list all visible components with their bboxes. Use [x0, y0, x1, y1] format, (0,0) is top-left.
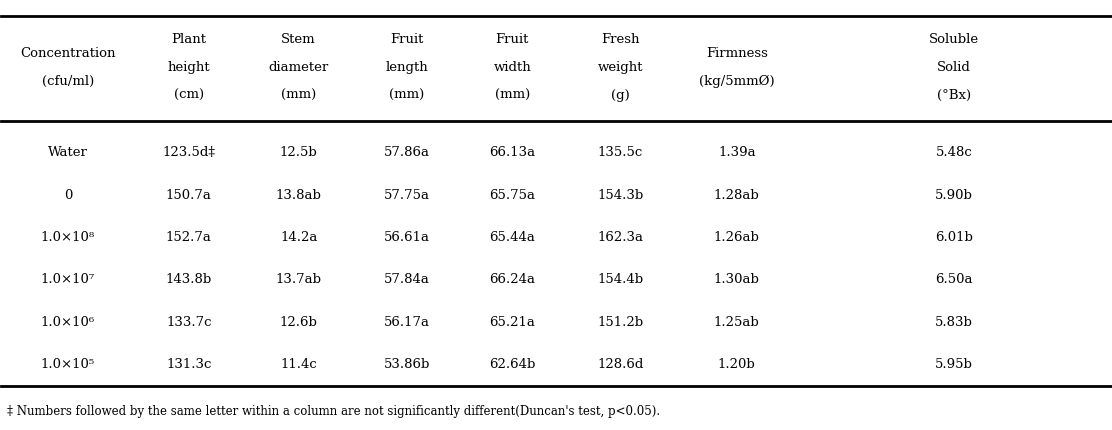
- Text: 56.61a: 56.61a: [384, 231, 430, 244]
- Text: 65.21a: 65.21a: [489, 316, 535, 329]
- Text: 1.0×10⁶: 1.0×10⁶: [41, 316, 95, 329]
- Text: 0: 0: [63, 189, 72, 202]
- Text: 11.4c: 11.4c: [280, 358, 317, 371]
- Text: Firmness: Firmness: [706, 47, 767, 60]
- Text: 6.01b: 6.01b: [935, 231, 973, 244]
- Text: Stem: Stem: [281, 34, 316, 46]
- Text: diameter: diameter: [268, 61, 329, 74]
- Text: 5.48c: 5.48c: [936, 146, 973, 160]
- Text: (mm): (mm): [389, 89, 425, 102]
- Text: (cfu/ml): (cfu/ml): [42, 75, 95, 88]
- Text: 135.5c: 135.5c: [598, 146, 643, 160]
- Text: Water: Water: [48, 146, 88, 160]
- Text: 128.6d: 128.6d: [597, 358, 644, 371]
- Text: weight: weight: [597, 61, 643, 74]
- Text: 57.84a: 57.84a: [384, 273, 429, 286]
- Text: 150.7a: 150.7a: [166, 189, 211, 202]
- Text: 143.8b: 143.8b: [166, 273, 212, 286]
- Text: 65.75a: 65.75a: [489, 189, 535, 202]
- Text: 154.4b: 154.4b: [597, 273, 644, 286]
- Text: Plant: Plant: [171, 34, 207, 46]
- Text: (kg/5mmØ): (kg/5mmØ): [699, 75, 775, 88]
- Text: length: length: [386, 61, 428, 74]
- Text: (mm): (mm): [495, 89, 529, 102]
- Text: 5.95b: 5.95b: [935, 358, 973, 371]
- Text: 66.13a: 66.13a: [489, 146, 535, 160]
- Text: 1.0×10⁸: 1.0×10⁸: [41, 231, 95, 244]
- Text: 6.50a: 6.50a: [935, 273, 973, 286]
- Text: 1.0×10⁵: 1.0×10⁵: [41, 358, 95, 371]
- Text: (mm): (mm): [281, 89, 316, 102]
- Text: 131.3c: 131.3c: [166, 358, 211, 371]
- Text: (cm): (cm): [173, 89, 203, 102]
- Text: 57.86a: 57.86a: [384, 146, 430, 160]
- Text: Concentration: Concentration: [20, 47, 116, 60]
- Text: 154.3b: 154.3b: [597, 189, 644, 202]
- Text: 12.6b: 12.6b: [280, 316, 318, 329]
- Text: 5.90b: 5.90b: [935, 189, 973, 202]
- Text: 123.5d‡: 123.5d‡: [162, 146, 216, 160]
- Text: 1.25ab: 1.25ab: [714, 316, 759, 329]
- Text: Fruit: Fruit: [390, 34, 424, 46]
- Text: 65.44a: 65.44a: [489, 231, 535, 244]
- Text: ‡ Numbers followed by the same letter within a column are not significantly diff: ‡ Numbers followed by the same letter wi…: [7, 405, 661, 418]
- Text: 53.86b: 53.86b: [384, 358, 430, 371]
- Text: width: width: [494, 61, 532, 74]
- Text: 5.83b: 5.83b: [935, 316, 973, 329]
- Text: 1.30ab: 1.30ab: [714, 273, 759, 286]
- Text: (g): (g): [610, 89, 629, 102]
- Text: 1.0×10⁷: 1.0×10⁷: [41, 273, 95, 286]
- Text: 56.17a: 56.17a: [384, 316, 430, 329]
- Text: 14.2a: 14.2a: [280, 231, 317, 244]
- Text: Fruit: Fruit: [496, 34, 529, 46]
- Text: 57.75a: 57.75a: [384, 189, 430, 202]
- Text: Fresh: Fresh: [602, 34, 639, 46]
- Text: 1.20b: 1.20b: [718, 358, 756, 371]
- Text: 133.7c: 133.7c: [166, 316, 211, 329]
- Text: 62.64b: 62.64b: [489, 358, 535, 371]
- Text: Soluble: Soluble: [930, 34, 980, 46]
- Text: 1.39a: 1.39a: [718, 146, 756, 160]
- Text: 162.3a: 162.3a: [597, 231, 644, 244]
- Text: (°Bx): (°Bx): [937, 89, 971, 102]
- Text: 13.8ab: 13.8ab: [276, 189, 321, 202]
- Text: 13.7ab: 13.7ab: [276, 273, 321, 286]
- Text: 66.24a: 66.24a: [489, 273, 535, 286]
- Text: 1.28ab: 1.28ab: [714, 189, 759, 202]
- Text: 1.26ab: 1.26ab: [714, 231, 759, 244]
- Text: height: height: [168, 61, 210, 74]
- Text: Solid: Solid: [937, 61, 971, 74]
- Text: 12.5b: 12.5b: [280, 146, 318, 160]
- Text: 152.7a: 152.7a: [166, 231, 211, 244]
- Text: 151.2b: 151.2b: [597, 316, 644, 329]
